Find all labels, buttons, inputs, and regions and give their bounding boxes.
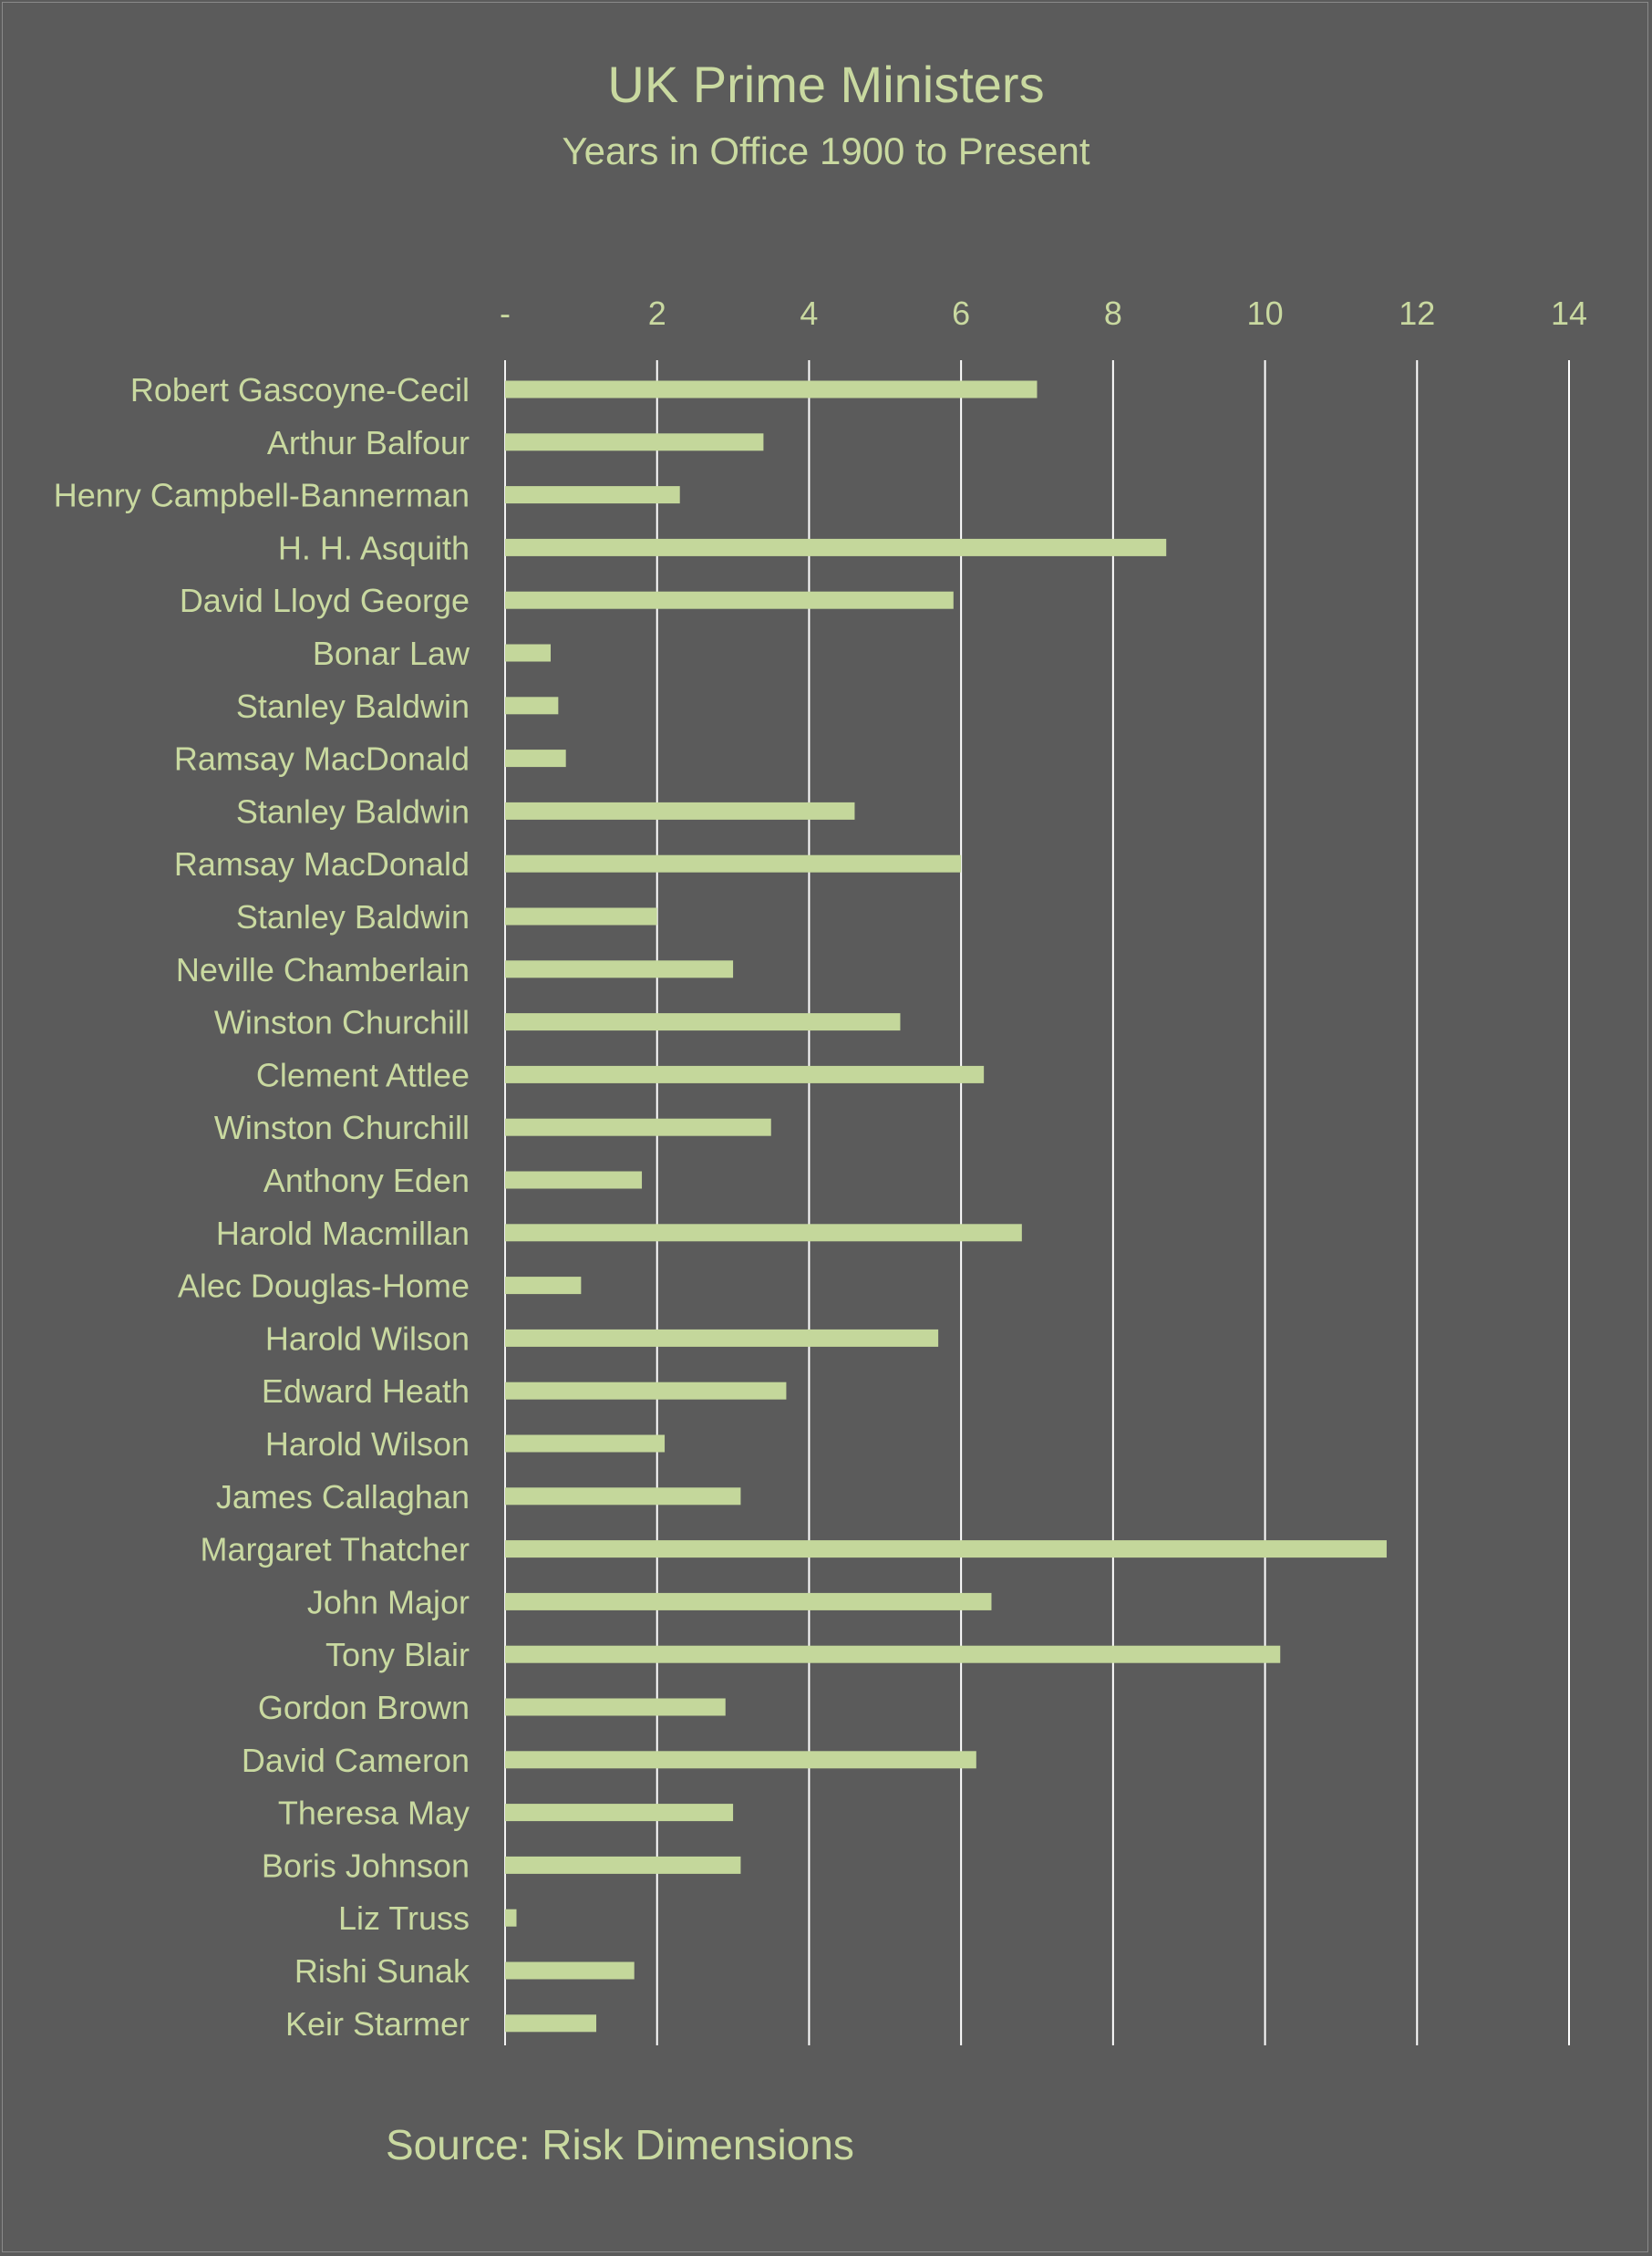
category-label: Harold Wilson bbox=[265, 1425, 470, 1463]
bar bbox=[505, 1224, 1022, 1242]
category-label: Harold Macmillan bbox=[216, 1215, 470, 1252]
bar bbox=[505, 433, 764, 451]
bar bbox=[505, 538, 1167, 556]
category-label: Stanley Baldwin bbox=[236, 688, 470, 725]
category-label: James Callaghan bbox=[216, 1478, 470, 1516]
category-label: Winston Churchill bbox=[214, 1109, 470, 1146]
category-label: Stanley Baldwin bbox=[236, 898, 470, 936]
category-label: Anthony Eden bbox=[263, 1162, 470, 1199]
category-label: Neville Chamberlain bbox=[176, 951, 470, 988]
bar bbox=[505, 591, 954, 609]
category-label: Tony Blair bbox=[325, 1636, 470, 1673]
bar bbox=[505, 1118, 771, 1136]
x-tick-label: 8 bbox=[1104, 295, 1122, 332]
bar bbox=[505, 1065, 985, 1083]
bar bbox=[505, 1382, 787, 1400]
category-label: Henry Campbell-Bannerman bbox=[54, 477, 470, 514]
bar bbox=[505, 1751, 976, 1769]
category-label: David Lloyd George bbox=[180, 582, 470, 619]
category-label: Alec Douglas-Home bbox=[178, 1268, 470, 1305]
bar bbox=[505, 1804, 734, 1822]
bar bbox=[505, 1171, 643, 1189]
bar bbox=[505, 1487, 741, 1506]
x-tick-label: 4 bbox=[800, 295, 818, 332]
bar bbox=[505, 380, 1038, 398]
bar bbox=[505, 960, 734, 978]
category-label: Stanley Baldwin bbox=[236, 792, 470, 830]
category-label: David Cameron bbox=[242, 1742, 470, 1779]
bar bbox=[505, 1592, 992, 1610]
bar bbox=[505, 1909, 517, 1927]
category-label: John Major bbox=[307, 1583, 470, 1620]
category-label: Harold Wilson bbox=[265, 1319, 470, 1357]
category-label: Rishi Sunak bbox=[294, 1952, 470, 1990]
category-label: Liz Truss bbox=[338, 1899, 470, 1937]
category-label: Ramsay MacDonald bbox=[174, 845, 470, 883]
category-label: H. H. Asquith bbox=[278, 529, 470, 566]
bar bbox=[505, 486, 680, 504]
bar bbox=[505, 1856, 741, 1874]
bar bbox=[505, 802, 855, 820]
bar bbox=[505, 1013, 901, 1031]
chart-subtitle: Years in Office 1900 to Present bbox=[562, 129, 1090, 172]
chart-source: Source: Risk Dimensions bbox=[386, 2121, 854, 2168]
category-label: Winston Churchill bbox=[214, 1004, 470, 1041]
bar bbox=[505, 1645, 1281, 1663]
category-label: Gordon Brown bbox=[258, 1689, 470, 1726]
bar bbox=[505, 907, 657, 926]
category-label: Clement Attlee bbox=[256, 1056, 470, 1093]
bar bbox=[505, 2014, 597, 2033]
category-label: Edward Heath bbox=[262, 1372, 470, 1410]
bar bbox=[505, 1329, 939, 1347]
x-tick-label: 6 bbox=[952, 295, 970, 332]
category-label: Ramsay MacDonald bbox=[174, 740, 470, 778]
bar bbox=[505, 854, 962, 873]
x-tick-label: 2 bbox=[648, 295, 666, 332]
bar bbox=[505, 697, 559, 715]
bar bbox=[505, 1277, 582, 1295]
x-tick-label: 10 bbox=[1247, 295, 1284, 332]
category-label: Arthur Balfour bbox=[267, 424, 470, 461]
category-label: Keir Starmer bbox=[285, 2005, 470, 2043]
category-label: Bonar Law bbox=[313, 635, 470, 672]
x-tick-label: 12 bbox=[1399, 295, 1435, 332]
category-label: Boris Johnson bbox=[262, 1847, 470, 1884]
bar bbox=[505, 1698, 726, 1716]
category-label: Theresa May bbox=[278, 1795, 470, 1832]
bar bbox=[505, 750, 566, 768]
bar bbox=[505, 644, 552, 662]
x-tick-label: - bbox=[500, 295, 511, 332]
bar bbox=[505, 1540, 1387, 1558]
category-label: Margaret Thatcher bbox=[201, 1531, 470, 1568]
bar bbox=[505, 1434, 666, 1453]
chart-title: UK Prime Ministers bbox=[607, 56, 1045, 113]
category-label: Robert Gascoyne-Cecil bbox=[130, 371, 470, 409]
x-tick-label: 14 bbox=[1551, 295, 1587, 332]
bar bbox=[505, 1961, 635, 1980]
